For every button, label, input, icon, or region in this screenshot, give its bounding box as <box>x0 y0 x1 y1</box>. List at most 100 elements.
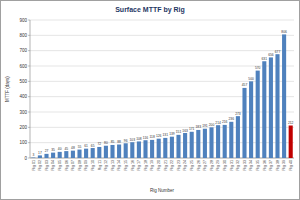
data-label: 126 <box>156 134 162 138</box>
grid-line <box>30 96 294 97</box>
data-label: 96 <box>124 139 128 143</box>
grid-line <box>30 127 294 128</box>
bar <box>117 145 121 158</box>
bar <box>77 150 81 158</box>
data-label: 48 <box>71 146 75 150</box>
x-tick-label: Rig 30 <box>223 160 227 170</box>
data-label: 17 <box>38 151 42 155</box>
x-tick-label: Rig 15 <box>124 160 128 170</box>
bar <box>242 88 246 158</box>
x-tick-label: Rig 06 <box>65 160 69 170</box>
y-tick-label: 900 <box>19 18 27 23</box>
bar <box>223 125 227 158</box>
x-axis-label: Rig Number <box>150 188 175 193</box>
labels: 3Rig 0117Rig 0227Rig 0335Rig 0440Rig 054… <box>32 30 294 170</box>
bar <box>150 140 154 158</box>
y-axis-label: MTTF (days) <box>5 76 10 102</box>
data-label: 570 <box>255 66 261 70</box>
bar <box>170 137 174 158</box>
bar <box>64 151 68 158</box>
bar <box>209 127 213 158</box>
y-tick-label: 700 <box>19 48 27 53</box>
data-label: 3 <box>32 153 34 157</box>
x-tick-label: Rig 13 <box>111 160 115 170</box>
page: {"chart_data": {"type": "bar", "title": … <box>0 0 300 200</box>
bars <box>31 34 292 158</box>
bar <box>143 140 147 158</box>
data-label: 191 <box>202 124 208 128</box>
bar <box>229 122 233 158</box>
bar <box>91 148 95 158</box>
x-tick-label: Rig 07 <box>71 160 75 170</box>
data-label: 200 <box>209 123 215 127</box>
x-tick-label: Rig 04 <box>51 160 55 170</box>
data-label: 88 <box>117 140 121 144</box>
bar <box>104 146 108 158</box>
grid-line <box>30 35 294 36</box>
x-tick-label: Rig 33 <box>243 160 247 170</box>
data-label: 631 <box>262 57 268 61</box>
x-tick-label: Rig 35 <box>256 160 260 170</box>
bar <box>58 152 62 158</box>
x-tick-label: Rig 24 <box>183 160 187 170</box>
x-tick-label: Rig 18 <box>144 160 148 170</box>
data-label: 139 <box>169 132 175 136</box>
x-tick-label: Rig 28 <box>210 160 214 170</box>
x-tick-label: Rig 38 <box>276 160 280 170</box>
x-tick-label: Rig 08 <box>78 160 82 170</box>
data-label: 131 <box>163 133 169 137</box>
bar <box>256 71 260 158</box>
x-tick-label: Rig 36 <box>263 160 267 170</box>
bar <box>262 61 266 158</box>
data-label: 457 <box>242 83 248 87</box>
x-tick-label: Rig 12 <box>104 160 108 170</box>
y-tick-label: 500 <box>19 79 27 84</box>
bar <box>236 116 240 158</box>
data-label: 183 <box>196 125 202 129</box>
data-label: 163 <box>182 129 188 133</box>
x-tick-label: Rig 01 <box>32 160 36 170</box>
x-tick-label: Rig 34 <box>249 160 253 170</box>
bar <box>216 125 220 158</box>
y-axis <box>30 20 31 158</box>
x-tick-label: Rig 39 <box>282 160 286 170</box>
data-label: 236 <box>229 117 235 121</box>
bar <box>110 145 114 158</box>
data-label: 171 <box>189 127 195 131</box>
data-label: 55 <box>78 145 82 149</box>
x-tick-label: Rig 19 <box>150 160 154 170</box>
data-label: 85 <box>111 140 115 144</box>
x-tick-label: Rig 03 <box>45 160 49 170</box>
x-tick-label: Rig 29 <box>216 160 220 170</box>
data-label: 151 <box>176 130 182 134</box>
y-tick-label: 800 <box>19 33 27 38</box>
bar <box>176 135 180 158</box>
x-tick-label: Rig 32 <box>236 160 240 170</box>
bar <box>269 57 273 158</box>
data-label: 116 <box>143 136 148 140</box>
x-tick-label: Rig 26 <box>197 160 201 170</box>
data-label: 72 <box>97 142 101 146</box>
y-tick-label: 200 <box>19 125 27 130</box>
x-tick-label: Rig 17 <box>137 160 141 170</box>
x-tick-label: Rig 40 <box>289 160 293 170</box>
bar <box>249 81 253 158</box>
x-tick-label: Rig 23 <box>177 160 181 170</box>
chart: Surface MTTF by Rig010020030040050060070… <box>0 0 300 200</box>
x-tick-label: Rig 37 <box>269 160 273 170</box>
bar <box>38 155 42 158</box>
bar <box>124 143 128 158</box>
bar <box>196 130 200 158</box>
x-tick-label: Rig 25 <box>190 160 194 170</box>
x-axis <box>30 158 294 159</box>
bar <box>31 157 35 158</box>
x-tick-label: Rig 27 <box>203 160 207 170</box>
data-label: 65 <box>91 144 95 148</box>
grid-line <box>30 81 294 82</box>
x-tick-label: Rig 22 <box>170 160 174 170</box>
bar <box>282 34 286 158</box>
grid-line <box>30 158 294 159</box>
bar <box>71 151 75 158</box>
data-label: 61 <box>84 144 88 148</box>
x-tick-label: Rig 16 <box>131 160 135 170</box>
